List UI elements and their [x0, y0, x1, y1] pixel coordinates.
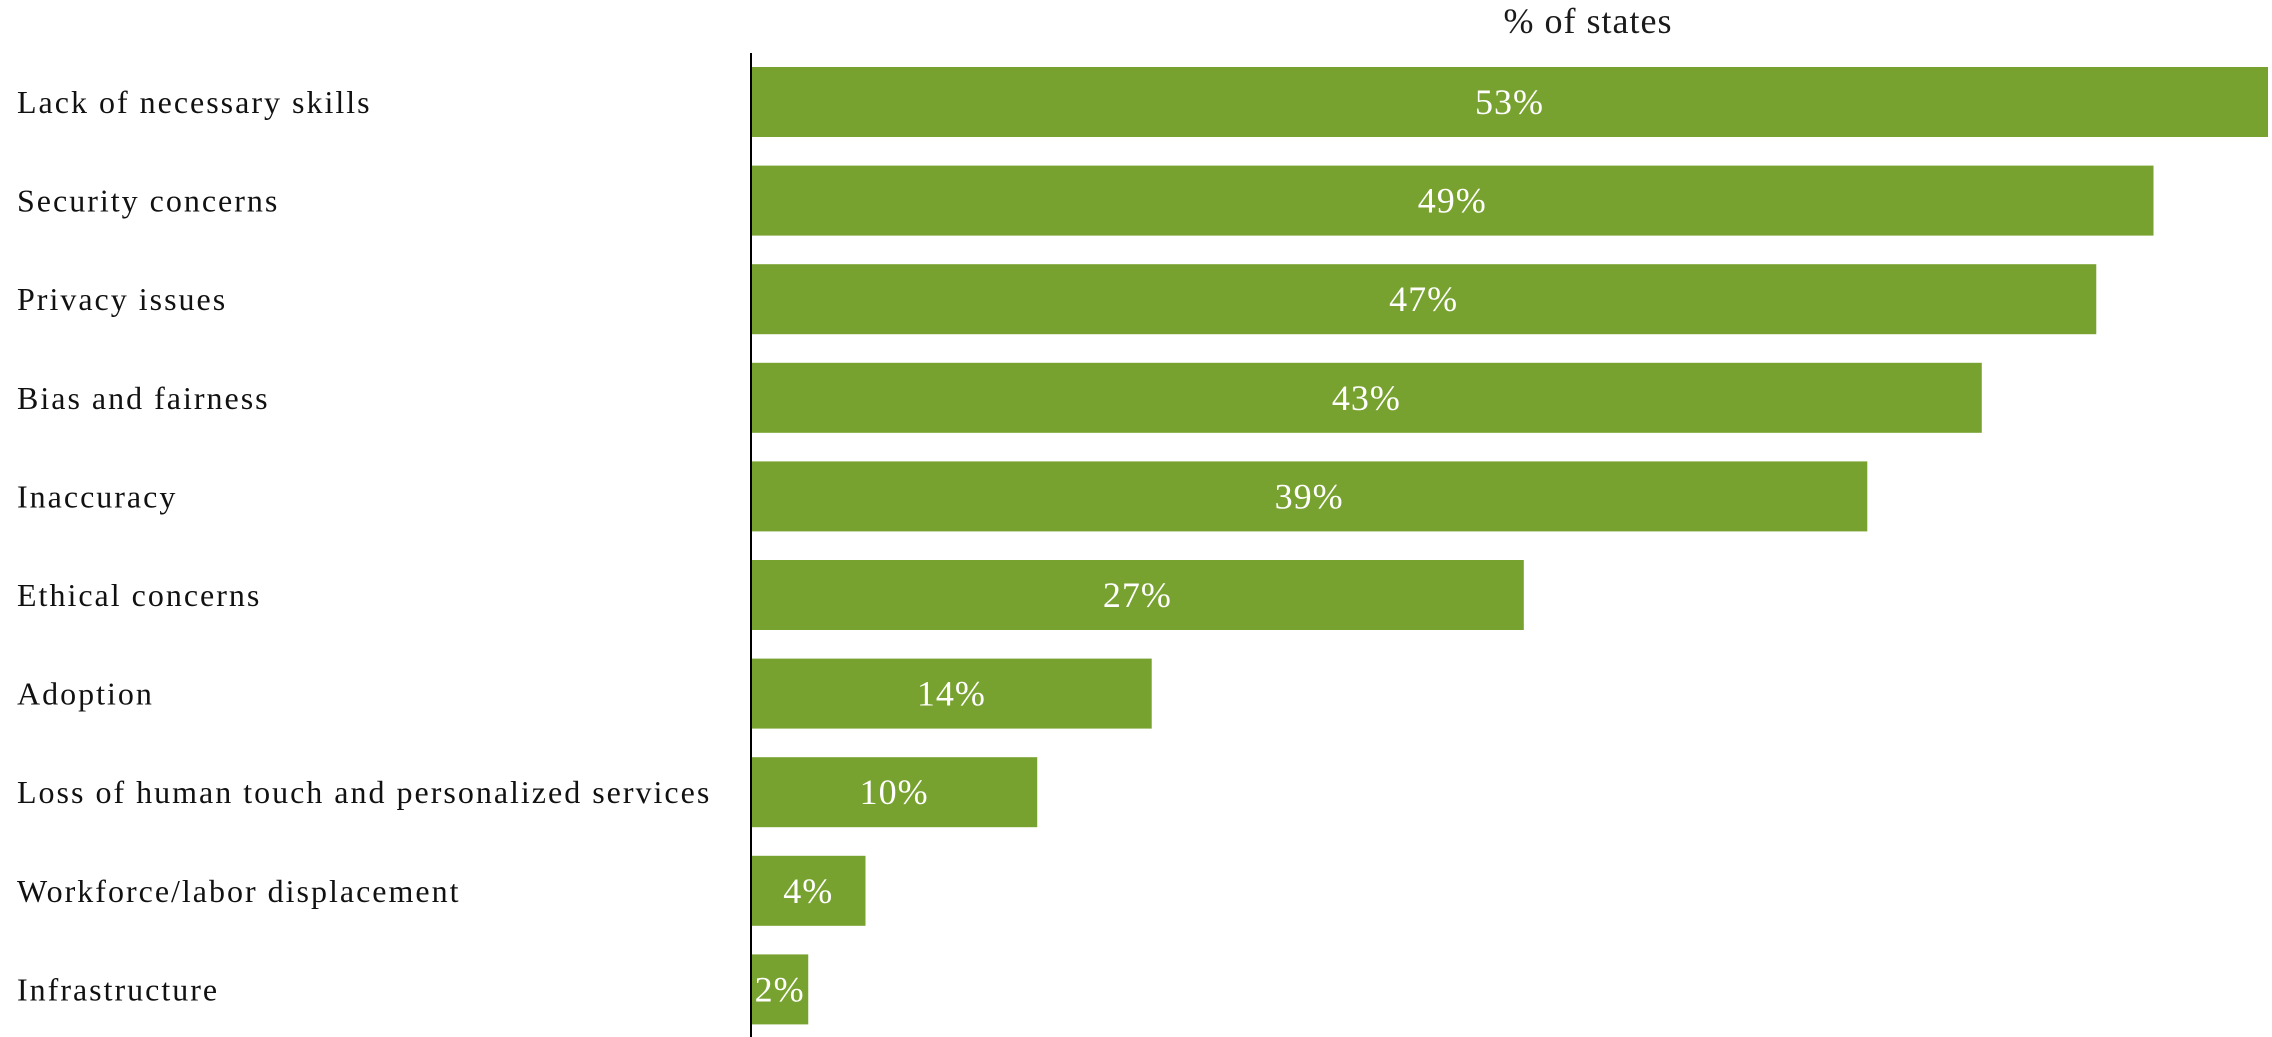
- bar-value-label: 49%: [1418, 181, 1487, 221]
- bar: [751, 954, 809, 1025]
- bar-value-label: 14%: [917, 674, 986, 714]
- category-label: Lack of necessary skills: [17, 84, 372, 120]
- bar-value-label: 10%: [860, 772, 929, 812]
- category-label: Loss of human touch and personalized ser…: [17, 774, 711, 810]
- bar-value-label: 2%: [755, 969, 805, 1009]
- bar-value-label: 39%: [1275, 476, 1344, 516]
- bar-value-label: 43%: [1332, 378, 1401, 418]
- category-label: Infrastructure: [17, 971, 219, 1007]
- bars-layer: 53% 49% 47% 43% 39% 27% 14% 10% 4% 2%: [751, 67, 2268, 1025]
- bar-value-label: 53%: [1475, 82, 1544, 122]
- bar: [751, 264, 2097, 335]
- category-label: Adoption: [17, 676, 154, 712]
- bar: [751, 461, 1868, 532]
- bar: [751, 658, 1152, 729]
- bar: [751, 67, 2268, 137]
- bar: [751, 560, 1524, 630]
- category-label: Workforce/labor displacement: [17, 873, 460, 909]
- bar-value-label: 4%: [783, 871, 833, 911]
- bar: [751, 855, 866, 926]
- category-label: Inaccuracy: [17, 478, 177, 514]
- category-label: Privacy issues: [17, 281, 227, 317]
- category-label: Ethical concerns: [17, 577, 261, 613]
- category-label: Security concerns: [17, 183, 279, 219]
- bar: [751, 362, 1982, 433]
- bar-value-label: 27%: [1103, 575, 1172, 615]
- chart-title: % of states: [1504, 1, 1673, 41]
- category-labels: Lack of necessary skills Security concern…: [17, 84, 711, 1007]
- bar-value-label: 47%: [1389, 279, 1458, 319]
- bar: [751, 165, 2154, 236]
- category-label: Bias and fairness: [17, 380, 270, 416]
- bar: [751, 757, 1038, 828]
